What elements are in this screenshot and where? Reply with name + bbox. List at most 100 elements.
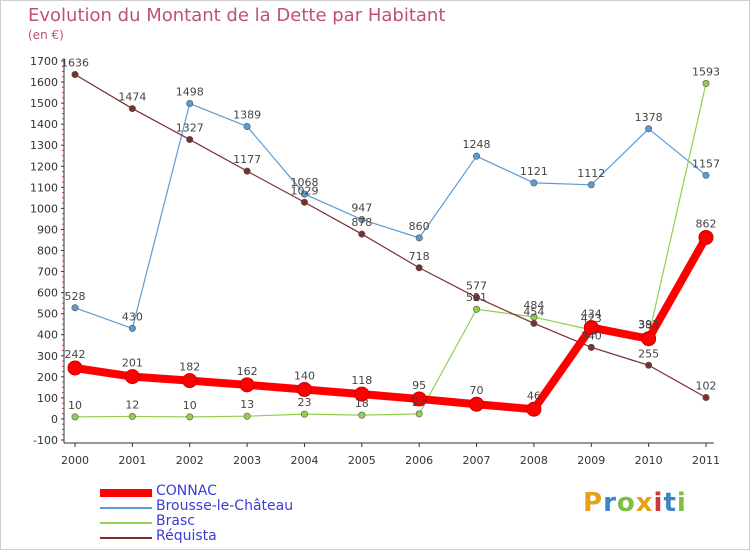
data-label-brousse-le-ch-teau: 1389: [233, 108, 261, 121]
data-point-brasc: [358, 411, 366, 419]
data-label-brasc: 393: [638, 318, 659, 331]
logo-letter: o: [616, 488, 636, 518]
data-point-brasc: [415, 410, 423, 418]
y-tick-label: 1500: [30, 97, 58, 110]
y-tick-label: 400: [37, 329, 58, 342]
y-tick-label: 700: [37, 266, 58, 279]
y-tick-label: 200: [37, 371, 58, 384]
data-label-brousse-le-ch-teau: 1157: [692, 157, 720, 170]
data-label-brousse-le-ch-teau: 1121: [520, 165, 548, 178]
data-label-brousse-le-ch-teau: 947: [351, 202, 372, 215]
data-point-brasc: [186, 413, 194, 421]
data-point-r-quista: [530, 319, 538, 327]
legend-label: CONNAC: [156, 483, 217, 499]
legend-label: Brasc: [156, 513, 195, 529]
data-point-r-quista: [243, 167, 251, 175]
data-label-connac: 201: [122, 357, 143, 370]
data-point-connac: [296, 381, 312, 397]
data-label-r-quista: 454: [523, 305, 544, 318]
data-label-brasc: 423: [581, 312, 602, 325]
series-line-brasc: [74, 82, 707, 418]
legend-swatch: [100, 507, 152, 509]
data-point-r-quista: [300, 198, 308, 206]
data-label-brasc: 484: [523, 299, 544, 312]
logo-letter: i: [676, 488, 687, 518]
y-tick-label: 1200: [30, 160, 58, 173]
unit-label: (en €): [28, 28, 64, 42]
y-tick-label: 500: [37, 308, 58, 321]
data-label-connac: 242: [65, 348, 86, 361]
legend-label: Brousse-le-Château: [156, 498, 294, 514]
y-tick-label: -100: [33, 434, 58, 447]
data-label-brasc: 18: [355, 397, 369, 410]
y-tick-label: 1300: [30, 139, 58, 152]
data-point-r-quista: [645, 361, 653, 369]
x-tick-label: 2001: [118, 454, 146, 467]
data-label-brasc: 521: [466, 291, 487, 304]
data-point-connac: [124, 369, 140, 385]
chart-title: Evolution du Montant de la Dette par Hab…: [28, 5, 446, 26]
series-line-connac: [71, 233, 710, 414]
data-point-r-quista: [415, 264, 423, 272]
x-tick-label: 2011: [692, 454, 720, 467]
y-tick-label: 1400: [30, 118, 58, 131]
data-point-r-quista: [358, 230, 366, 238]
y-tick-label: 100: [37, 392, 58, 405]
data-point-connac: [641, 331, 657, 347]
data-point-brasc: [71, 413, 79, 421]
data-label-brousse-le-ch-teau: 1378: [635, 111, 663, 124]
data-point-brousse-le-ch-teau: [645, 125, 653, 133]
x-tick-label: 2010: [635, 454, 663, 467]
x-tick-label: 2008: [520, 454, 548, 467]
data-point-brousse-le-ch-teau: [71, 304, 79, 312]
data-label-brousse-le-ch-teau: 1112: [577, 167, 605, 180]
data-point-connac: [354, 386, 370, 402]
data-point-brousse-le-ch-teau: [243, 122, 251, 130]
data-point-brousse-le-ch-teau: [702, 171, 710, 179]
data-label-r-quista: 1636: [61, 56, 89, 69]
data-point-brousse-le-ch-teau: [415, 234, 423, 242]
data-label-brasc: 12: [125, 398, 139, 411]
logo-letter: t: [663, 488, 677, 518]
data-point-brasc: [300, 410, 308, 418]
x-tick-label: 2000: [61, 454, 89, 467]
y-tick-label: 900: [37, 223, 58, 236]
data-label-connac: 140: [294, 369, 315, 382]
proxiti-logo: Proxiti: [583, 488, 687, 518]
data-point-r-quista: [473, 293, 481, 301]
data-point-connac: [698, 229, 714, 245]
data-point-brousse-le-ch-teau: [587, 181, 595, 189]
data-point-connac: [411, 391, 427, 407]
data-point-connac: [526, 401, 542, 417]
data-point-r-quista: [186, 136, 194, 144]
y-tick-label: 0: [51, 413, 58, 426]
data-label-brousse-le-ch-teau: 430: [122, 310, 143, 323]
data-point-r-quista: [128, 105, 136, 113]
data-label-r-quista: 1177: [233, 153, 261, 166]
data-label-brousse-le-ch-teau: 1248: [463, 138, 491, 151]
data-label-r-quista: 102: [696, 379, 717, 392]
data-label-r-quista: 255: [638, 347, 659, 360]
data-label-connac: 182: [179, 361, 200, 374]
series-line-brousse-le-ch-teau: [74, 102, 707, 330]
data-point-r-quista: [702, 393, 710, 401]
logo-letter: r: [603, 488, 617, 518]
x-tick-label: 2005: [348, 454, 376, 467]
data-label-r-quista: 1474: [118, 91, 146, 104]
data-label-brousse-le-ch-teau: 860: [409, 220, 430, 233]
legend-swatch: [100, 522, 152, 524]
y-tick-label: 300: [37, 350, 58, 363]
data-label-brasc: 10: [68, 399, 82, 412]
data-point-connac: [583, 320, 599, 336]
data-point-r-quista: [587, 343, 595, 351]
data-point-brousse-le-ch-teau: [530, 179, 538, 187]
x-tick-label: 2007: [463, 454, 491, 467]
data-label-connac: 95: [412, 379, 426, 392]
logo-letter: x: [635, 488, 654, 518]
data-label-connac: 118: [351, 374, 372, 387]
data-label-brasc: 23: [297, 396, 311, 409]
series-line-r-quista: [74, 73, 707, 399]
legend-swatch: [100, 537, 152, 539]
x-tick-label: 2004: [290, 454, 318, 467]
